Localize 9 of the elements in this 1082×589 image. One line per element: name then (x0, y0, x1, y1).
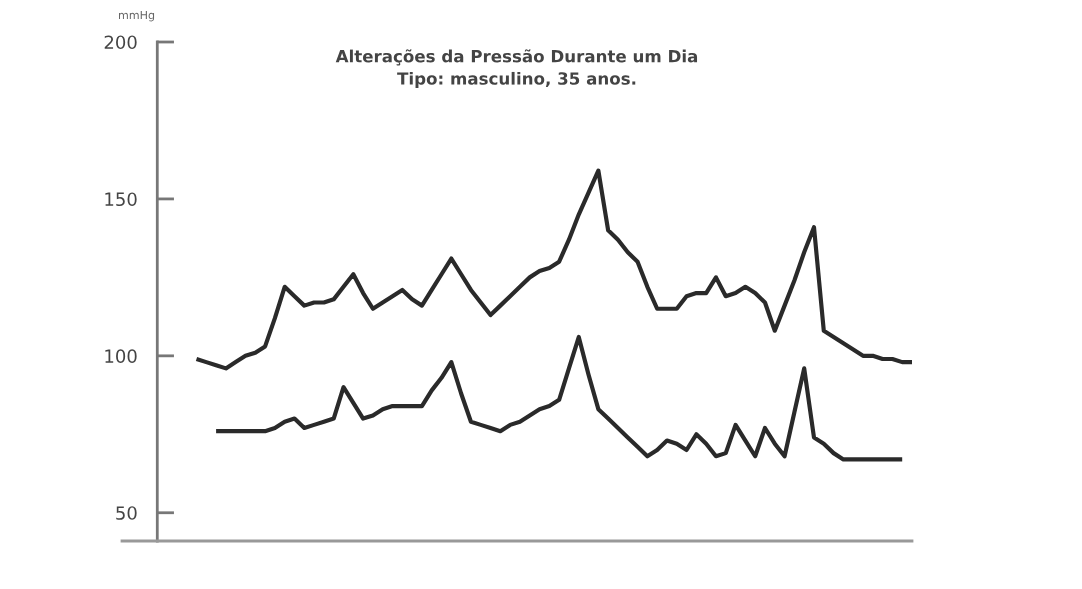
line-series (194, 168, 915, 371)
y-tick-label: 150 (105, 192, 137, 207)
text: Tipo: masculino, 35 anos. (397, 71, 636, 89)
y-tick-label: 200 (104, 35, 137, 50)
y-tick-label: 50 (116, 506, 137, 520)
y-axis-title: mmHg (119, 10, 155, 22)
chart-title: Alterações da Pressão Durante um Dia (335, 49, 698, 66)
y-tick-label: 100 (105, 349, 137, 363)
line-series (214, 334, 905, 462)
